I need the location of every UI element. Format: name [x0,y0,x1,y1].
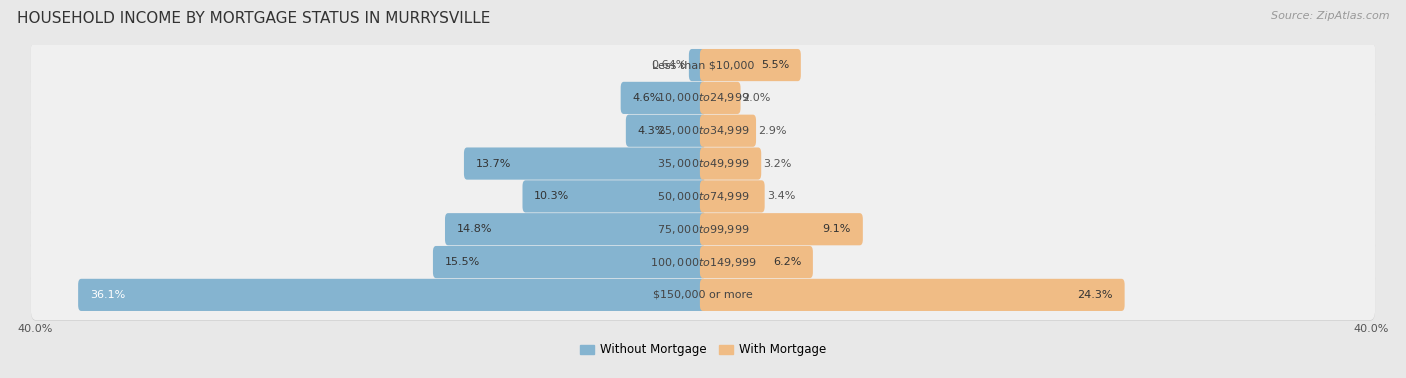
Text: $10,000 to $24,999: $10,000 to $24,999 [657,91,749,104]
Text: 4.6%: 4.6% [633,93,661,103]
Text: Source: ZipAtlas.com: Source: ZipAtlas.com [1271,11,1389,21]
FancyBboxPatch shape [700,147,761,180]
FancyBboxPatch shape [700,180,765,212]
Text: $150,000 or more: $150,000 or more [654,290,752,300]
FancyBboxPatch shape [31,236,1375,288]
FancyBboxPatch shape [31,171,1375,222]
Text: 3.2%: 3.2% [763,158,792,169]
FancyBboxPatch shape [700,115,756,147]
Text: $35,000 to $49,999: $35,000 to $49,999 [657,157,749,170]
FancyBboxPatch shape [444,213,706,245]
FancyBboxPatch shape [31,237,1375,287]
Text: 3.4%: 3.4% [766,191,796,201]
FancyBboxPatch shape [626,115,706,147]
FancyBboxPatch shape [31,269,1375,321]
Text: 15.5%: 15.5% [444,257,479,267]
FancyBboxPatch shape [31,105,1375,156]
FancyBboxPatch shape [31,138,1375,189]
Text: 9.1%: 9.1% [823,224,851,234]
FancyBboxPatch shape [689,49,706,81]
FancyBboxPatch shape [31,72,1375,124]
FancyBboxPatch shape [31,40,1375,90]
FancyBboxPatch shape [464,147,706,180]
Text: 2.0%: 2.0% [742,93,770,103]
FancyBboxPatch shape [523,180,706,212]
Text: $100,000 to $149,999: $100,000 to $149,999 [650,256,756,268]
Text: 36.1%: 36.1% [90,290,125,300]
FancyBboxPatch shape [31,203,1375,255]
Text: 13.7%: 13.7% [475,158,510,169]
Text: 4.3%: 4.3% [637,126,666,136]
FancyBboxPatch shape [31,105,1375,156]
FancyBboxPatch shape [31,170,1375,222]
Text: 14.8%: 14.8% [457,224,492,234]
Text: 24.3%: 24.3% [1077,290,1114,300]
Text: $25,000 to $34,999: $25,000 to $34,999 [657,124,749,137]
Legend: Without Mortgage, With Mortgage: Without Mortgage, With Mortgage [575,339,831,361]
FancyBboxPatch shape [700,82,741,114]
FancyBboxPatch shape [31,39,1375,91]
Text: 40.0%: 40.0% [17,324,53,335]
FancyBboxPatch shape [700,49,801,81]
Text: $50,000 to $74,999: $50,000 to $74,999 [657,190,749,203]
FancyBboxPatch shape [31,204,1375,254]
FancyBboxPatch shape [620,82,706,114]
Text: HOUSEHOLD INCOME BY MORTGAGE STATUS IN MURRYSVILLE: HOUSEHOLD INCOME BY MORTGAGE STATUS IN M… [17,11,491,26]
FancyBboxPatch shape [433,246,706,278]
Text: 10.3%: 10.3% [534,191,569,201]
Text: 40.0%: 40.0% [1353,324,1389,335]
Text: 6.2%: 6.2% [773,257,801,267]
FancyBboxPatch shape [700,213,863,245]
FancyBboxPatch shape [700,246,813,278]
FancyBboxPatch shape [700,279,1125,311]
FancyBboxPatch shape [31,73,1375,123]
Text: $75,000 to $99,999: $75,000 to $99,999 [657,223,749,236]
Text: Less than $10,000: Less than $10,000 [652,60,754,70]
FancyBboxPatch shape [31,138,1375,189]
Text: 5.5%: 5.5% [761,60,789,70]
Text: 2.9%: 2.9% [758,126,786,136]
FancyBboxPatch shape [79,279,706,311]
FancyBboxPatch shape [31,270,1375,320]
Text: 0.64%: 0.64% [651,60,686,70]
